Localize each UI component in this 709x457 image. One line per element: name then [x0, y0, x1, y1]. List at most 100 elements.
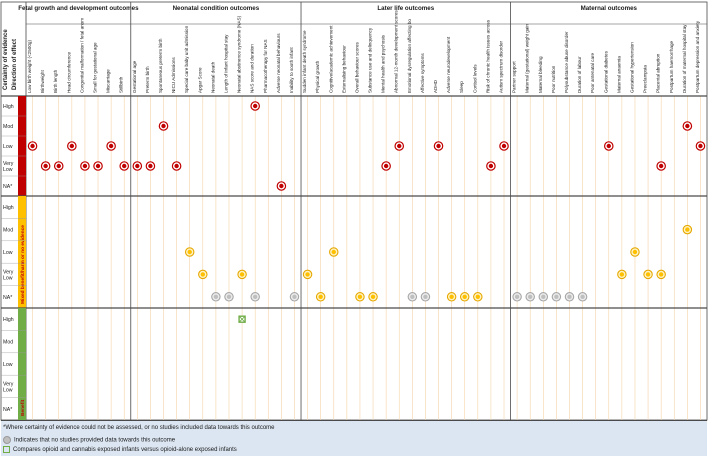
- mixed-marker-core: [462, 294, 467, 299]
- certainty-row-label: Low: [3, 362, 13, 368]
- outcome-label: Neonatal abstinence syndrome (NAS): [237, 15, 242, 93]
- harm-marker-core: [122, 163, 127, 169]
- outcome-label: Maternal (gestational) weight gain: [525, 24, 530, 93]
- outcome-label: Preterm birth: [145, 66, 150, 93]
- certainty-row-label: High: [3, 104, 14, 110]
- no-data-marker-core: [213, 294, 219, 299]
- mixed-marker-core: [318, 294, 323, 299]
- mixed-marker-core: [475, 294, 481, 299]
- outcome-label: Birth length: [53, 69, 58, 93]
- outcome-label: Special care baby unit admission: [184, 25, 189, 93]
- outcome-label: Low birth weight (<2500g): [27, 40, 32, 93]
- harm-marker-core: [436, 143, 441, 149]
- outcome-label: Poor antenatal care: [590, 52, 595, 93]
- no-data-marker-core: [528, 294, 533, 299]
- harm-marker-core: [252, 103, 258, 109]
- outcome-label: Duration of labour: [577, 56, 582, 93]
- footnote-green: Compares opioid and cannabis exposed inf…: [3, 446, 237, 453]
- outcome-label: Physical growth: [315, 60, 320, 93]
- outcome-label: Congenital malformation / fetal anom: [79, 18, 84, 93]
- direction-bar: [18, 196, 26, 308]
- harm-marker-core: [161, 123, 166, 129]
- mixed-marker-core: [685, 227, 690, 232]
- outcome-label: Partner support: [512, 61, 517, 93]
- outcome-label: Externalising behaviour: [341, 45, 346, 93]
- outcome-label: Affective symptoms: [420, 53, 425, 93]
- certainty-row-label: Low: [3, 275, 13, 281]
- no-data-marker-core: [580, 294, 585, 299]
- certainty-row-label: High: [3, 317, 14, 323]
- group-header: Neonatal condition outcomes: [173, 5, 260, 12]
- mixed-marker-core: [200, 272, 205, 277]
- no-data-marker-core: [410, 294, 415, 299]
- no-data-marker-core: [226, 294, 232, 299]
- outcome-label: Stillbirth: [119, 76, 124, 93]
- outcome-label: Placental abruption: [656, 53, 661, 93]
- footnote-grey: Indicates that no studies provided data …: [3, 436, 175, 444]
- harm-marker-core: [148, 163, 153, 169]
- footnote-green-text: Compares opioid and cannabis exposed inf…: [13, 447, 237, 454]
- outcome-label: Duration of maternal hospital stay: [682, 24, 687, 93]
- harm-marker-core: [658, 163, 664, 169]
- outcome-label: Gestational age: [132, 60, 137, 93]
- outcome-label: Abnormal 12-month development scores: [394, 10, 399, 93]
- group-header: Maternal outcomes: [581, 5, 638, 12]
- mixed-marker-core: [619, 272, 625, 277]
- outcome-label: Gestational diabetes: [603, 50, 608, 93]
- harm-marker-core: [69, 143, 75, 149]
- certainty-row-label: Mod: [3, 340, 13, 346]
- harm-marker-core: [279, 183, 284, 189]
- harm-marker-core: [174, 163, 179, 169]
- outcome-label: Mental health and psychosis: [381, 34, 386, 93]
- certainty-header: Certainty of evidence: [3, 29, 9, 90]
- certainty-row-label: Very: [3, 161, 14, 167]
- mixed-marker-core: [370, 294, 376, 299]
- outcome-label: Gestational hypertension: [629, 42, 634, 93]
- outcome-label: NAS score and duration: [250, 44, 255, 93]
- certainty-row-label: NA*: [3, 295, 12, 301]
- direction-header: Direction of effect: [12, 39, 18, 90]
- certainty-row-label: Low: [3, 387, 13, 393]
- harm-marker-core: [135, 163, 140, 169]
- outcome-label: Sudden infant death syndrome: [302, 30, 307, 93]
- mixed-marker-core: [658, 272, 664, 277]
- footer-border: [1, 420, 707, 421]
- direction-bar: [18, 96, 26, 196]
- outcome-label: NICU Admissions: [171, 57, 176, 93]
- mixed-marker-core: [331, 249, 336, 255]
- no-data-marker-core: [252, 294, 258, 299]
- certainty-row-label: NA*: [3, 184, 12, 190]
- mixed-marker-core: [449, 294, 454, 299]
- outcome-label: Overall behaviour scores: [354, 41, 359, 93]
- mixed-marker-core: [187, 249, 192, 255]
- no-data-marker-core: [554, 294, 559, 299]
- harm-marker-core: [82, 163, 88, 169]
- mixed-marker-core: [357, 294, 363, 299]
- harm-marker-core: [606, 143, 611, 149]
- outcome-label: Miscarriage: [106, 69, 111, 93]
- benefit-marker-cross: [238, 315, 246, 323]
- group-header: Fetal growth and development outcomes: [18, 5, 139, 12]
- mixed-marker-core: [632, 249, 638, 255]
- harm-marker-core: [685, 123, 690, 129]
- footnote-grey-text: Indicates that no studies provided data …: [14, 437, 176, 444]
- outcome-label: Emotional dysregulation affecting bo: [407, 19, 412, 93]
- certainty-row-label: Mod: [3, 124, 13, 130]
- outcome-label: Preeclampsia: [643, 65, 648, 93]
- outcome-label: Head circumference: [66, 51, 71, 93]
- outcome-label: Polysubstance abuse disorder: [564, 31, 569, 93]
- harm-marker-core: [501, 143, 507, 149]
- certainty-row-label: High: [3, 205, 14, 211]
- outcome-label: Adverse neurodevelopment: [446, 36, 451, 93]
- no-data-marker-core: [423, 294, 428, 299]
- outcome-label: Small for gestational age: [93, 42, 98, 93]
- harm-marker-core: [488, 163, 494, 169]
- outcome-label: Cognitive/academic achievement: [328, 25, 333, 93]
- no-data-marker-core: [567, 294, 572, 299]
- harm-marker-core: [95, 163, 101, 169]
- outcome-label: Length of infant hospital stay: [223, 34, 228, 93]
- outcome-label: Postpartum haemorrhage: [669, 40, 674, 93]
- outcome-label: Poor nutrition: [551, 65, 556, 93]
- evidence-map-svg: Fetal growth and development outcomes Neo…: [0, 1, 708, 421]
